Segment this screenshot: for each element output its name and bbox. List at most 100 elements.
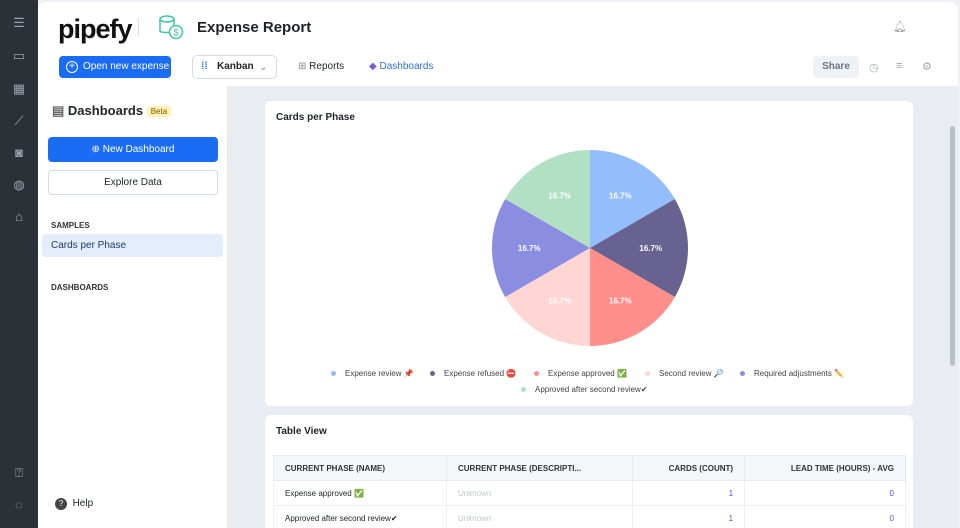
inbox-icon[interactable]: ▭ [12, 48, 26, 63]
cell: Unknown [445, 480, 634, 506]
chat-icon[interactable]: ◌ [15, 497, 23, 512]
nav-dashboards[interactable]: ◆ Dashboards [369, 61, 433, 72]
help-box-icon[interactable]: ⍰ [15, 465, 23, 480]
history-icon[interactable]: ◷ [869, 62, 879, 74]
bell-icon[interactable]: 🔔︎ [893, 21, 907, 33]
new-dashboard-button[interactable]: ⊕ New Dashboard [48, 137, 218, 162]
legend-dot [430, 371, 435, 377]
table-icon[interactable]: ▦ [12, 81, 26, 96]
scrollbar[interactable] [950, 126, 955, 366]
legend-dot [521, 387, 526, 393]
dashboard-grid-icon: ▤ [52, 103, 65, 118]
page-title: Expense Report [197, 19, 312, 36]
explore-data-button[interactable]: Explore Data [48, 170, 218, 195]
legend-item[interactable]: Expense refused ⛔ [430, 369, 516, 378]
column-header[interactable]: CURRENT PHASE (DESCRIPTI... [445, 455, 634, 481]
help-label: Help [72, 498, 94, 509]
chevron-down-icon: ⌄ [259, 62, 267, 72]
cell: Expense approved ✅ [273, 480, 447, 506]
legend-item[interactable]: Required adjustments ✏️ [740, 369, 844, 378]
table-title: Table View [276, 426, 327, 437]
data-table: CURRENT PHASE (NAME) CURRENT PHASE (DESCR… [273, 455, 906, 528]
nav-reports[interactable]: ⊞ Reports [298, 61, 344, 72]
cell: Approved after second review✔ [273, 505, 447, 528]
beta-badge: Beta [146, 106, 172, 118]
open-new-expense-button[interactable]: + Open new expense [59, 56, 171, 78]
dashboard-icon: ◆ [369, 61, 377, 72]
legend-label: Expense approved ✅ [548, 369, 627, 378]
left-rail: ☰ ▭ ▦ ⟋ ◙ ◍ ⌂ ⍰ ◌ [0, 0, 38, 528]
nav-label: Dashboards [379, 61, 434, 72]
column-header[interactable]: CARDS (COUNT) [632, 455, 746, 481]
plus-icon: + [66, 61, 78, 73]
slice-label: 16.7% [609, 191, 632, 200]
main-content: Cards per Phase 16.7% 16.7% 16.7% 16.7% 16.7… [228, 86, 958, 528]
legend-item[interactable]: Expense approved ✅ [534, 369, 627, 378]
settings-icon[interactable]: ⚙ [922, 61, 932, 73]
dashboards-heading: DASHBOARDS [51, 283, 109, 292]
share-button[interactable]: Share [813, 56, 859, 78]
pie-slice[interactable] [505, 248, 590, 346]
table-icon: ⊞ [298, 61, 307, 72]
view-select-value: Kanban [217, 61, 254, 72]
pie-slice[interactable] [492, 199, 590, 297]
collapse-menu-icon[interactable]: ☰ [13, 15, 25, 30]
slice-label: 16.7% [639, 244, 662, 253]
pie-slice[interactable] [590, 150, 675, 248]
button-label: Open new expense [83, 61, 170, 72]
divider [138, 18, 139, 36]
legend-label: Expense refused ⛔ [444, 369, 517, 378]
cell: 0 [744, 505, 906, 528]
legend-item[interactable]: Approved after second review✔ [521, 385, 648, 394]
pie-slice[interactable] [505, 150, 590, 248]
legend-dot [534, 371, 539, 377]
table-card: Table View CURRENT PHASE (NAME) CURRENT P… [265, 415, 913, 528]
column-header[interactable]: LEAD TIME (HOURS) - AVG [744, 455, 906, 481]
legend-dot [331, 371, 336, 377]
filter-icon[interactable]: ≡ [896, 60, 903, 72]
cell: 1 [632, 480, 746, 506]
globe-icon[interactable]: ◍ [13, 177, 25, 192]
pie-slice[interactable] [590, 199, 688, 297]
slice-label: 16.7% [548, 297, 571, 306]
kanban-icon: ⁞⁞ [201, 61, 208, 72]
store-icon[interactable]: ⌂ [15, 209, 23, 224]
table-row: Approved after second review✔ Unknown 1 0 [273, 505, 906, 528]
sidebar: ▤ Dashboards Beta ⊕ New Dashboard Explor… [38, 86, 228, 528]
slice-label: 16.7% [518, 244, 541, 253]
bot-icon[interactable]: ◙ [15, 145, 23, 160]
legend-label: Expense review 📌 [345, 369, 414, 378]
legend-item[interactable]: Second review 🔎 [645, 369, 724, 378]
nav-label: Reports [309, 61, 345, 72]
legend-label: Second review 🔎 [659, 369, 724, 378]
view-select[interactable]: ⁞⁞ Kanban ⌄ [192, 55, 277, 79]
legend-item[interactable]: Expense review 📌 [331, 369, 414, 378]
pie-slice[interactable] [590, 248, 675, 346]
slice-label: 16.7% [609, 297, 632, 306]
help-icon: ? [55, 498, 67, 510]
sidebar-title: ▤ Dashboards Beta [52, 103, 172, 119]
legend-dot [740, 371, 745, 377]
sidebar-item-cards-per-phase[interactable]: Cards per Phase [42, 234, 223, 257]
chart-card: Cards per Phase 16.7% 16.7% 16.7% 16.7% 16.7… [265, 101, 913, 406]
svg-text:$: $ [173, 28, 178, 38]
legend-dot [645, 371, 650, 377]
pipefy-logo[interactable]: pipefy [58, 14, 133, 44]
slice-label: 16.7% [548, 191, 571, 200]
help-link[interactable]: ? Help [55, 498, 93, 510]
legend-label: Required adjustments ✏️ [754, 369, 845, 378]
button-label: New Dashboard [102, 144, 175, 155]
chart-icon[interactable]: ⟋ [14, 113, 24, 128]
column-header[interactable]: CURRENT PHASE (NAME) [273, 455, 447, 481]
sidebar-title-text: Dashboards [67, 103, 144, 118]
table-row: Expense approved ✅ Unknown 1 0 [273, 480, 906, 506]
cell: 1 [632, 505, 746, 528]
header: pipefy $ Expense Report 🔔︎ + Open new exp… [38, 2, 958, 86]
plus-circle-icon: ⊕ [91, 144, 100, 155]
coins-icon: $ [159, 15, 184, 40]
samples-heading: SAMPLES [51, 221, 90, 230]
legend-label: Approved after second review✔ [535, 385, 648, 394]
cell: 0 [744, 480, 906, 506]
pie-chart: 16.7% 16.7% 16.7% 16.7% 16.7% 16.7% [492, 150, 688, 346]
chart-title: Cards per Phase [276, 112, 355, 123]
